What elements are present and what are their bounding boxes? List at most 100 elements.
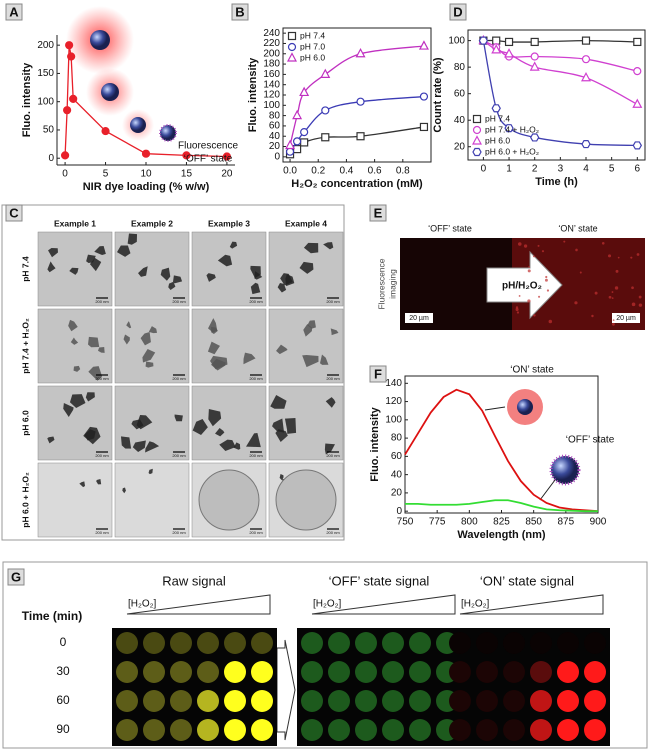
particle bbox=[73, 365, 81, 372]
y-axis-label: Count rate (%) bbox=[432, 57, 444, 133]
particle bbox=[138, 266, 148, 277]
well bbox=[382, 690, 404, 712]
speckle bbox=[614, 286, 619, 290]
marker bbox=[292, 109, 303, 120]
particle bbox=[79, 481, 86, 488]
well bbox=[116, 719, 138, 741]
legend-marker bbox=[287, 31, 297, 41]
time-value: 0 bbox=[60, 635, 67, 649]
well bbox=[530, 632, 552, 654]
y-tick-label: 200 bbox=[37, 40, 54, 51]
speckle bbox=[608, 295, 612, 299]
y-axis-label: Fluo. intensity bbox=[247, 57, 259, 132]
well bbox=[409, 690, 431, 712]
well bbox=[170, 632, 192, 654]
well bbox=[557, 690, 579, 712]
speckle bbox=[523, 244, 528, 248]
particle bbox=[126, 321, 132, 329]
y-tick-label: 80 bbox=[391, 433, 403, 444]
particle bbox=[276, 344, 288, 355]
particle bbox=[47, 261, 56, 273]
speckle bbox=[546, 289, 550, 292]
particle bbox=[127, 233, 138, 245]
particle bbox=[70, 337, 79, 345]
nanoparticles-a bbox=[66, 6, 177, 142]
plate bbox=[112, 628, 277, 746]
x-tick-label: 900 bbox=[590, 517, 607, 528]
well bbox=[355, 632, 377, 654]
well bbox=[328, 632, 350, 654]
annotation: ‘ON’ state bbox=[510, 365, 554, 376]
particle bbox=[88, 366, 103, 381]
scale-bar-label: 200 nm bbox=[172, 453, 186, 458]
legend-label: pH 6.0 + H₂O₂ bbox=[485, 146, 539, 156]
particle bbox=[302, 354, 319, 368]
marker bbox=[530, 133, 540, 142]
particle bbox=[208, 409, 222, 427]
y-tick-label: 100 bbox=[448, 35, 465, 46]
particle bbox=[120, 436, 132, 449]
legend-label: pH 6.0 bbox=[300, 52, 325, 62]
row-label: pH 6.0 bbox=[20, 410, 30, 436]
speckle bbox=[612, 322, 615, 326]
tem-image bbox=[37, 308, 113, 384]
particle bbox=[122, 487, 126, 494]
vesicle bbox=[198, 469, 260, 531]
particle bbox=[277, 282, 287, 293]
well bbox=[382, 719, 404, 741]
well bbox=[170, 661, 192, 683]
x-tick-label: 0 bbox=[62, 169, 68, 180]
particle bbox=[207, 341, 220, 355]
y-tick-label: 40 bbox=[269, 131, 281, 142]
well bbox=[355, 661, 377, 683]
y-tick-label: 120 bbox=[385, 396, 402, 407]
y-tick-label: 160 bbox=[263, 69, 280, 80]
speckle bbox=[630, 256, 633, 259]
marker bbox=[504, 124, 514, 133]
panel-letter-box bbox=[5, 3, 23, 21]
particle bbox=[94, 246, 106, 256]
particle bbox=[330, 328, 339, 336]
marker bbox=[300, 138, 309, 147]
column-label: Example 2 bbox=[131, 218, 173, 228]
speckle bbox=[563, 240, 566, 243]
legend-marker bbox=[287, 42, 297, 52]
well bbox=[251, 690, 273, 712]
well bbox=[476, 690, 498, 712]
marker bbox=[67, 52, 76, 61]
x-tick-label: 875 bbox=[557, 517, 574, 528]
well bbox=[328, 690, 350, 712]
y-tick-label: 0 bbox=[48, 153, 54, 164]
particle bbox=[299, 261, 314, 274]
well bbox=[224, 719, 246, 741]
well bbox=[409, 661, 431, 683]
plate bbox=[445, 628, 610, 746]
y-tick-label: 200 bbox=[263, 48, 280, 59]
well bbox=[530, 690, 552, 712]
marker bbox=[633, 67, 642, 76]
well bbox=[557, 719, 579, 741]
x-tick-label: 0.4 bbox=[339, 166, 353, 177]
well bbox=[224, 632, 246, 654]
annotation: ‘OFF’ state bbox=[184, 154, 233, 165]
x-tick-label: 20 bbox=[221, 169, 233, 180]
speckle bbox=[638, 295, 642, 299]
well bbox=[170, 719, 192, 741]
particle bbox=[69, 394, 86, 409]
gradient-label: [H₂O₂] bbox=[461, 599, 490, 610]
x-tick-label: 4 bbox=[583, 164, 589, 175]
well bbox=[476, 719, 498, 741]
speckle bbox=[591, 314, 594, 318]
panel-letter: G bbox=[11, 569, 21, 584]
panel-letter: B bbox=[235, 4, 244, 19]
well bbox=[355, 719, 377, 741]
panel-letter-box bbox=[5, 204, 23, 222]
x-tick-label: 825 bbox=[493, 517, 510, 528]
arrow-label: pH/H₂O₂ bbox=[502, 281, 542, 292]
well bbox=[197, 632, 219, 654]
x-tick-label: 850 bbox=[525, 517, 542, 528]
well bbox=[476, 661, 498, 683]
speckle bbox=[574, 301, 578, 305]
marker bbox=[285, 139, 296, 150]
well bbox=[224, 690, 246, 712]
